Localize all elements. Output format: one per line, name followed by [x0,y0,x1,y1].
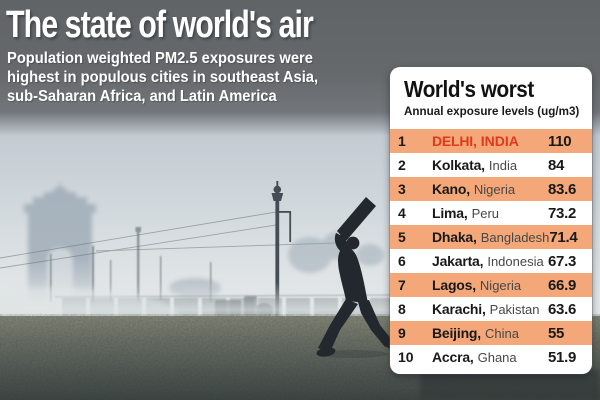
city-name: Beijing, [432,325,481,341]
table-row: 2 Kolkata, India 84 [390,153,592,177]
city-name: Kano, [432,181,470,197]
rank-cell: 1 [398,133,406,149]
country-name: Ghana [477,350,517,365]
city-name: Dhaka, [432,229,477,245]
city-name: Lima, [432,205,468,221]
ranking-list: 1 DELHI, INDIA 110 2 Kolkata, India 84 3 K… [390,129,592,369]
rank-cell: 10 [398,349,414,365]
value-cell: 71.4 [549,228,578,246]
rank-cell: 6 [398,253,406,269]
panel-title: World's worst [404,76,534,102]
country-name: Pakistan [489,302,540,317]
value-cell: 66.9 [548,276,576,294]
value-cell: 83.6 [548,180,576,198]
rank-cell: 8 [398,301,406,317]
country-name: Peru [471,206,500,221]
city-cell: Lima, Peru [432,205,548,221]
table-row: 1 DELHI, INDIA 110 [390,129,592,153]
rank-cell: 3 [398,181,406,197]
city-cell: Dhaka, Bangladesh [432,229,549,245]
subtitle-line-1: Population weighted PM2.5 exposures were [7,50,313,67]
panel-subtitle: Annual exposure levels (ug/m3) [404,104,580,118]
value-cell: 110 [548,132,572,150]
city-name: DELHI, [432,133,477,149]
subtitle-line-3: sub-Saharan Africa, and Latin America [7,88,277,105]
country-name: Bangladesh [480,230,550,245]
table-row: 3 Kano, Nigeria 83.6 [390,177,592,201]
cricket-batsman-silhouette [316,197,395,358]
value-cell: 73.2 [548,204,576,222]
country-name: Nigeria [479,278,522,293]
rank-cell: 7 [398,277,406,293]
page-title: The state of world's air [6,4,314,46]
value-cell: 51.9 [548,348,576,366]
country-name: Indonesia [487,254,544,269]
city-name: Jakarta, [432,253,484,269]
value-cell: 63.6 [548,300,576,318]
table-row: 7 Lagos, Nigeria 66.9 [390,273,592,297]
city-name: Karachi, [432,301,486,317]
dark-foreground [420,370,600,400]
country-name: India [488,158,518,173]
table-row: 5 Dhaka, Bangladesh 71.4 [390,225,592,249]
subtitle-line-2: highest in populous cities in southeast … [7,69,319,86]
city-name: Accra, [432,349,474,365]
table-row: 8 Karachi, Pakistan 63.6 [390,297,592,321]
country-name: INDIA [480,133,519,149]
value-cell: 84 [548,156,565,174]
rank-cell: 5 [398,229,406,245]
city-cell: Kano, Nigeria [432,181,548,197]
city-cell: Accra, Ghana [432,349,548,365]
city-name: Kolkata, [432,157,485,173]
page-subtitle: Population weighted PM2.5 exposures were… [7,49,553,106]
city-cell: Jakarta, Indonesia [432,253,548,269]
city-cell: Lagos, Nigeria [432,277,548,293]
table-row: 9 Beijing, China 55 [390,321,592,345]
rank-cell: 2 [398,157,406,173]
rank-cell: 9 [398,325,406,341]
city-cell: Karachi, Pakistan [432,301,548,317]
table-row: 4 Lima, Peru 73.2 [390,201,592,225]
cricket-bat [337,197,376,241]
city-cell: Kolkata, India [432,157,548,173]
table-row: 6 Jakarta, Indonesia 67.3 [390,249,592,273]
country-name: China [484,326,519,341]
table-row: 10 Accra, Ghana 51.9 [390,345,592,369]
worlds-worst-panel: World's worst Annual exposure levels (ug… [390,67,592,374]
rank-cell: 4 [398,205,406,221]
city-cell: Beijing, China [432,325,548,341]
value-cell: 55 [548,324,565,342]
value-cell: 67.3 [548,252,576,270]
city-cell: DELHI, INDIA [432,133,548,149]
country-name: Nigeria [473,182,516,197]
city-name: Lagos, [432,277,476,293]
